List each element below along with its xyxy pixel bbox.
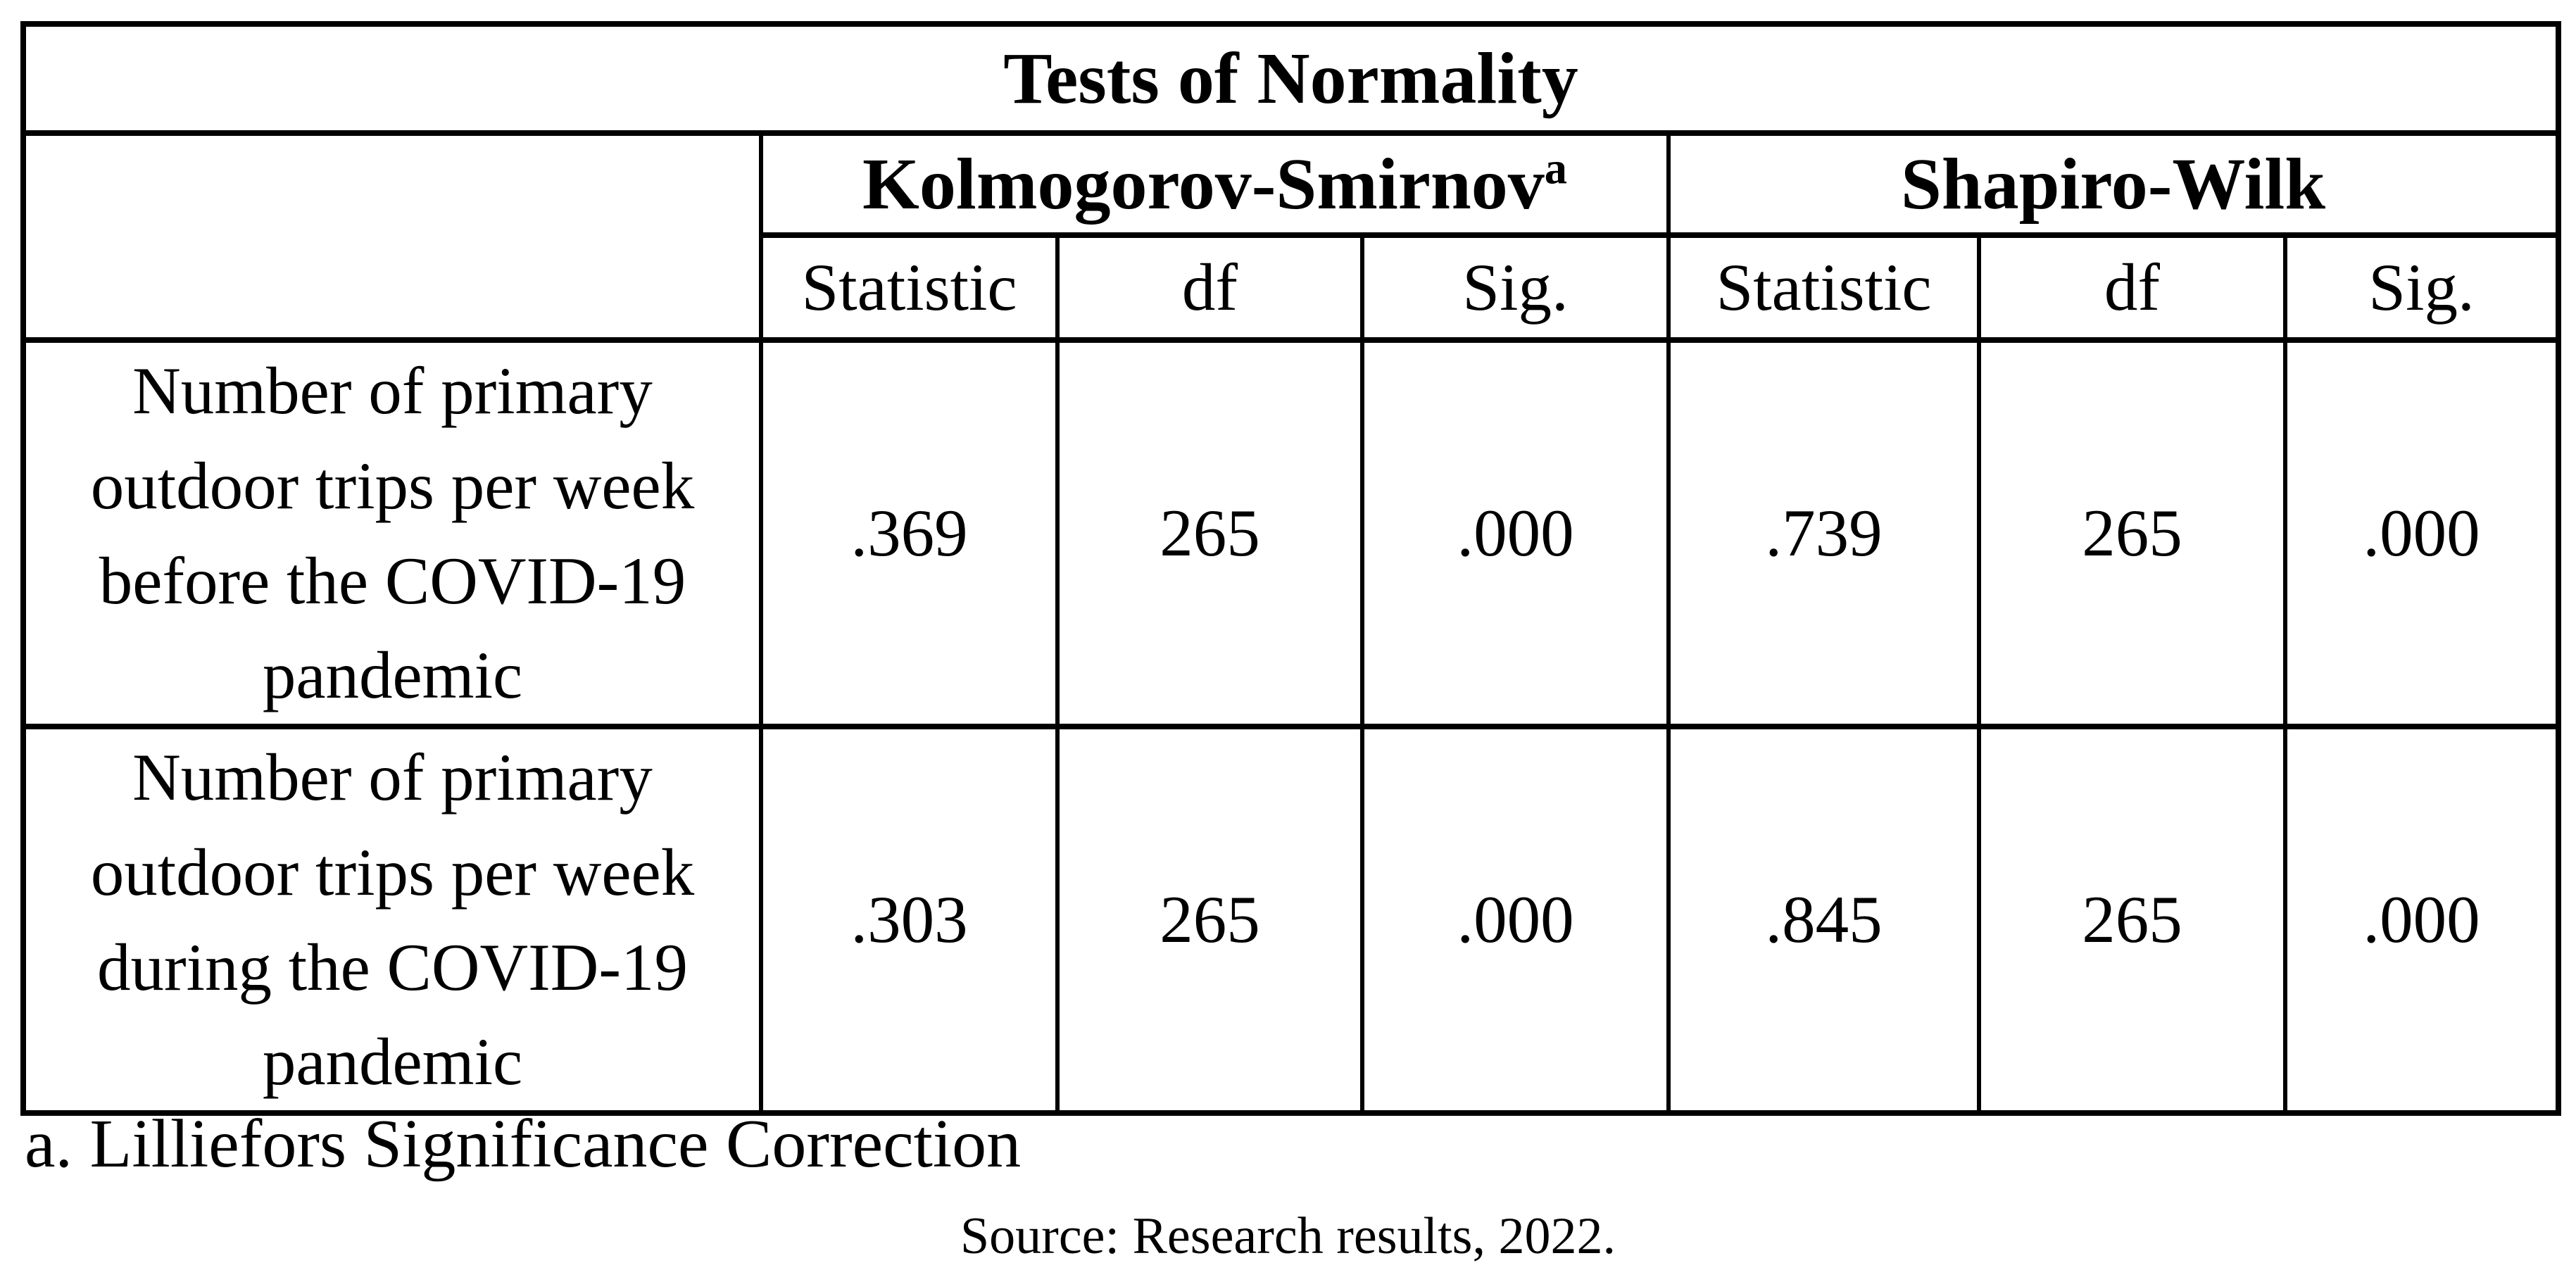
subheader-sw-df: df <box>1977 232 2287 343</box>
table-row-before-pandemic: Number of primary outdoor trips per week… <box>21 337 2561 729</box>
cell-sw-sig-during: .000 <box>2282 724 2561 1116</box>
footnote-marker-a: a <box>1544 142 1567 193</box>
cell-ks-statistic-during: .303 <box>759 724 1060 1116</box>
subheader-sw-statistic: Statistic <box>1666 232 1981 343</box>
cell-sw-statistic-during: .845 <box>1666 724 1981 1116</box>
source-caption: Source: Research results, 2022. <box>960 1207 1616 1265</box>
cell-ks-sig-before: .000 <box>1360 337 1671 729</box>
column-group-shapiro-wilk: Shapiro-Wilk <box>1666 130 2561 238</box>
shapiro-wilk-label: Shapiro-Wilk <box>1901 143 2326 225</box>
table-footnote: a. Lilliefors Significance Correction <box>25 1106 1022 1182</box>
cell-ks-statistic-before: .369 <box>759 337 1060 729</box>
subheader-ks-sig: Sig. <box>1360 232 1671 343</box>
tests-of-normality-table: Tests of Normality Kolmogorov-Smirnova S… <box>20 21 2562 1116</box>
row-label-during-pandemic: Number of primary outdoor trips per week… <box>21 724 763 1116</box>
subheader-sw-sig: Sig. <box>2282 232 2561 343</box>
column-group-kolmogorov-smirnov: Kolmogorov-Smirnova <box>759 130 1671 238</box>
cell-ks-sig-during: .000 <box>1360 724 1671 1116</box>
table-row-during-pandemic: Number of primary outdoor trips per week… <box>21 724 2561 1116</box>
row-label-header-cell <box>21 130 763 343</box>
table-title-row: Tests of Normality <box>20 21 2561 136</box>
cell-sw-sig-before: .000 <box>2282 337 2561 729</box>
table-title: Tests of Normality <box>20 21 2561 136</box>
subheader-ks-df: df <box>1055 232 1364 343</box>
subheader-ks-statistic: Statistic <box>759 232 1060 343</box>
cell-sw-df-before: 265 <box>1977 337 2287 729</box>
cell-ks-df-before: 265 <box>1055 337 1364 729</box>
cell-sw-statistic-before: .739 <box>1666 337 1981 729</box>
cell-ks-df-during: 265 <box>1055 724 1364 1116</box>
kolmogorov-smirnov-label: Kolmogorov-Smirnov <box>862 143 1545 225</box>
subheader-row: Statistic df Sig. Statistic df Sig. <box>23 232 2561 343</box>
column-group-header-row: Kolmogorov-Smirnova Shapiro-Wilk <box>21 130 2561 343</box>
cell-sw-df-during: 265 <box>1977 724 2287 1116</box>
row-label-before-pandemic: Number of primary outdoor trips per week… <box>21 337 763 729</box>
